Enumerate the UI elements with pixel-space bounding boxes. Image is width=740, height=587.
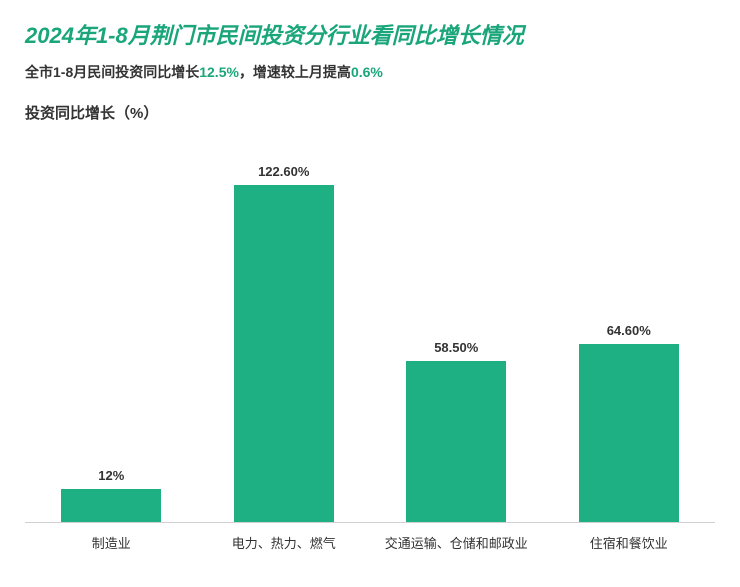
- x-tick-label: 电力、热力、燃气: [198, 533, 371, 552]
- x-tick-label: 住宿和餐饮业: [543, 533, 716, 552]
- x-tick-label: 交通运输、仓储和邮政业: [370, 533, 543, 552]
- bar: [579, 344, 679, 522]
- chart-area: 12% 122.60% 58.50% 64.60% 制造业电力、热力、燃气交通运输、仓…: [25, 138, 715, 558]
- bar-group: 12%: [25, 468, 198, 522]
- x-tick-label: 制造业: [25, 533, 198, 552]
- bar-value-label: 12%: [98, 468, 124, 483]
- bar: [61, 489, 161, 522]
- bar: [406, 361, 506, 522]
- bar-group: 58.50%: [370, 340, 543, 522]
- bar-value-label: 58.50%: [434, 340, 478, 355]
- subtitle-value1: 12.5%: [199, 64, 239, 80]
- subtitle-middle: ，增速较上月提高: [239, 64, 351, 80]
- y-axis-label: 投资同比增长（%）: [25, 102, 715, 123]
- bar-value-label: 64.60%: [607, 323, 651, 338]
- plot-region: 12% 122.60% 58.50% 64.60%: [25, 138, 715, 523]
- chart-title: 2024年1-8月荆门市民间投资分行业看同比增长情况: [25, 18, 715, 50]
- subtitle-prefix: 全市1-8月民间投资同比增长: [25, 64, 199, 80]
- subtitle-value2: 0.6%: [351, 64, 383, 80]
- x-axis: 制造业电力、热力、燃气交通运输、仓储和邮政业住宿和餐饮业: [25, 533, 715, 552]
- bar-group: 122.60%: [198, 164, 371, 522]
- bar-group: 64.60%: [543, 323, 716, 522]
- bar-value-label: 122.60%: [258, 164, 309, 179]
- chart-subtitle: 全市1-8月民间投资同比增长12.5%，增速较上月提高0.6%: [25, 62, 715, 82]
- bar: [234, 185, 334, 522]
